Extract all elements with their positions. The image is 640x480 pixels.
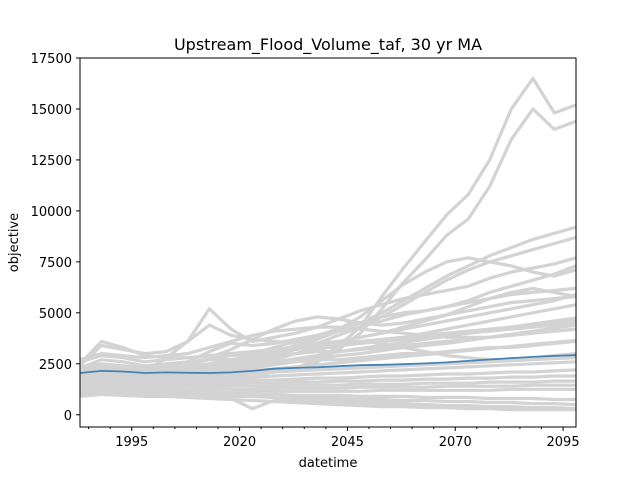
- y-tick-label: 5000: [39, 307, 72, 322]
- ensemble-line-30: [80, 325, 576, 362]
- y-tick-label: 2500: [39, 358, 72, 373]
- y-tick-label: 10000: [31, 205, 72, 220]
- x-tick-label: 2070: [439, 435, 472, 450]
- ensemble-line-29: [80, 386, 576, 411]
- y-tick-label: 7500: [39, 256, 72, 271]
- mean-line: [80, 354, 576, 374]
- x-tick-label: 1995: [115, 435, 148, 450]
- plot-frame: [79, 57, 577, 428]
- x-tick-label: 2045: [331, 435, 364, 450]
- y-tick-label: 0: [64, 409, 72, 424]
- y-axis-label: objective: [7, 213, 22, 272]
- ensemble-line-21: [80, 374, 576, 388]
- axis-ticks: 1995 2020 2045 2070 2095 0 2500 5000 7500 10000 12…: [31, 52, 580, 450]
- ensemble-line-17: [80, 339, 576, 374]
- ensemble-line-32: [80, 294, 576, 372]
- ensemble-line-31: [80, 286, 576, 367]
- y-tick-label: 17500: [31, 52, 72, 67]
- ensemble-line-7: [80, 264, 576, 370]
- ensemble-line-23: [80, 383, 576, 392]
- y-tick-label: 12500: [31, 154, 72, 169]
- plot-lines: [80, 76, 576, 412]
- y-tick-label: 15000: [31, 103, 72, 118]
- ensemble-line-19: [80, 360, 576, 384]
- x-tick-label: 2095: [547, 435, 580, 450]
- x-axis-label: datetime: [299, 456, 358, 471]
- x-tick-label: 2020: [223, 435, 256, 450]
- ensemble-line-20: [80, 368, 576, 386]
- chart-title: Upstream_Flood_Volume_taf, 30 yr MA: [174, 35, 482, 55]
- ensemble-line-22: [80, 379, 576, 390]
